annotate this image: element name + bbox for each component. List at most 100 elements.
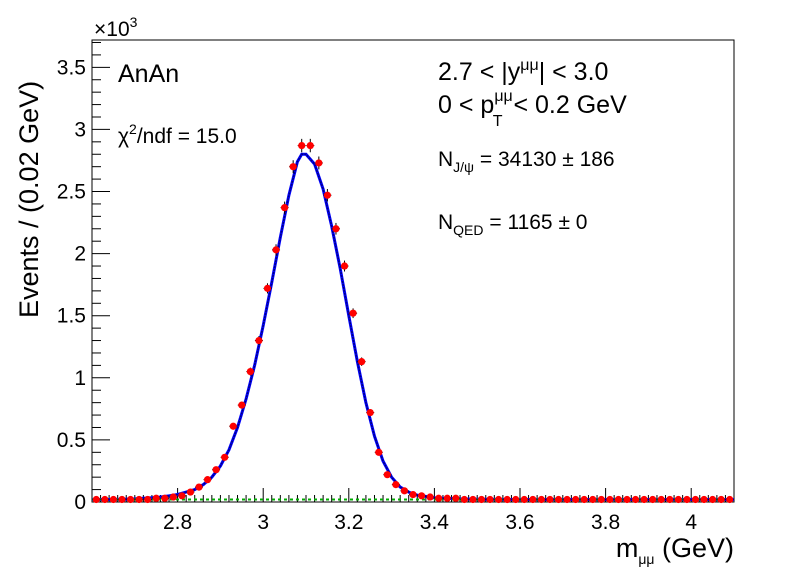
data-points — [92, 138, 734, 504]
data-point — [400, 487, 409, 495]
data-point — [572, 495, 580, 504]
data-point — [161, 494, 169, 502]
pt-cut-label: 0 < pμμ T < 0.2 GeV — [438, 88, 627, 130]
data-point — [238, 401, 246, 409]
nqed-label: NQED = 1165 ± 0 — [438, 211, 587, 238]
y-tick-label: 0.5 — [57, 429, 86, 452]
data-point — [503, 495, 511, 504]
data-point — [657, 495, 665, 504]
x-tick-label: 3 — [257, 511, 269, 534]
data-point — [306, 141, 314, 150]
data-point — [281, 204, 289, 212]
x-tick-label: 3.6 — [505, 511, 534, 534]
data-point — [554, 495, 563, 504]
x-tick-label: 3.2 — [334, 511, 363, 534]
data-point — [101, 495, 109, 504]
data-point — [109, 495, 117, 504]
data-point — [118, 495, 126, 504]
y-tick-label: 2.5 — [57, 181, 86, 204]
dataset-label: AnAn — [118, 60, 179, 88]
y-tick-label: 1.5 — [57, 305, 86, 328]
data-point — [691, 495, 700, 504]
data-point — [212, 466, 220, 474]
data-point — [152, 494, 160, 502]
data-point — [392, 481, 400, 489]
data-point — [717, 495, 725, 504]
data-point — [203, 476, 212, 484]
data-point — [589, 495, 597, 504]
data-point — [683, 495, 691, 504]
data-point — [623, 495, 631, 504]
y-multiplier: ×103 — [94, 14, 138, 41]
data-point — [649, 495, 657, 504]
data-point — [469, 495, 477, 504]
data-point — [666, 495, 674, 504]
data-point — [178, 492, 186, 500]
data-point — [606, 495, 614, 504]
y-tick-label: 1 — [74, 367, 86, 390]
data-point — [486, 495, 494, 504]
rapidity-cut-label: 2.7 < |yμμ| < 3.0 — [438, 57, 608, 86]
data-point — [358, 358, 366, 366]
data-point — [452, 494, 460, 502]
x-axis-title: mμμ (GeV) — [616, 533, 734, 567]
data-point — [409, 490, 417, 499]
data-point — [529, 495, 537, 504]
data-point — [435, 494, 443, 502]
data-point — [417, 492, 426, 500]
data-point — [135, 495, 143, 504]
data-point — [631, 495, 640, 504]
data-point — [520, 495, 528, 504]
y-tick-label: 0 — [74, 491, 86, 514]
data-point — [546, 495, 554, 504]
data-point — [375, 448, 383, 456]
x-tick-label: 2.8 — [163, 511, 192, 534]
data-point — [229, 422, 237, 430]
data-point — [495, 495, 503, 504]
data-point — [383, 471, 391, 479]
data-point — [640, 495, 648, 504]
data-point — [512, 495, 520, 504]
data-point — [169, 493, 177, 501]
data-point — [289, 163, 297, 171]
y-tick-label: 2 — [74, 243, 86, 266]
chi2-label: χ2/ndf = 15.0 — [118, 121, 237, 148]
total-fit-curve — [92, 153, 734, 501]
data-point — [126, 495, 135, 504]
data-point — [614, 495, 623, 504]
data-point — [477, 495, 486, 504]
data-point — [597, 495, 605, 504]
data-point — [221, 453, 229, 461]
data-point — [537, 495, 546, 504]
y-tick-label: 3 — [74, 118, 86, 141]
plot-frame — [91, 39, 735, 503]
axis-tick-labels: 2.8 3 3.2 3.4 3.6 3.8 4 0 0.5 1 1.5 2 2.5 3 3.5 — [57, 56, 698, 534]
data-point — [92, 495, 100, 504]
data-point — [144, 495, 152, 504]
data-point — [340, 262, 349, 270]
data-point — [563, 495, 571, 504]
data-point — [315, 159, 323, 167]
data-point — [674, 495, 682, 504]
y-axis-title: Events / (0.02 GeV) — [14, 81, 44, 318]
y-tick-label: 3.5 — [57, 56, 86, 79]
data-point — [709, 495, 717, 504]
data-point — [580, 495, 588, 504]
data-point — [272, 246, 280, 254]
x-tick-label: 3.8 — [591, 511, 620, 534]
data-point — [263, 284, 272, 292]
data-point — [186, 488, 195, 496]
x-tick-label: 3.4 — [420, 511, 450, 534]
x-tick-label: 4 — [685, 511, 697, 534]
data-point — [298, 141, 306, 150]
data-point — [195, 483, 203, 491]
data-point — [443, 494, 451, 502]
data-point — [332, 225, 340, 233]
data-point — [426, 493, 434, 501]
data-point — [349, 309, 357, 317]
data-point — [700, 495, 708, 504]
njpsi-label: NJ/ψ = 34130 ± 186 — [438, 148, 615, 175]
data-point — [726, 495, 734, 504]
